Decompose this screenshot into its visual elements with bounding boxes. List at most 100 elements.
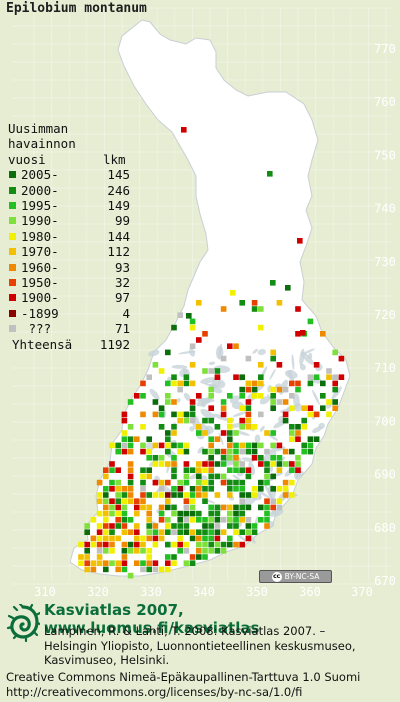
lake: [254, 434, 261, 444]
observation-square: [251, 523, 258, 529]
observation-square: [140, 467, 146, 473]
observation-square: [171, 541, 177, 548]
observation-square: [289, 436, 295, 442]
observation-square: [264, 479, 270, 486]
observation-square: [140, 442, 146, 449]
lake: [312, 389, 320, 405]
observation-square: [239, 374, 245, 380]
observation-square: [84, 566, 90, 573]
observation-square: [270, 355, 276, 362]
y-tick-label: 690: [374, 468, 396, 482]
observation-square: [233, 461, 239, 467]
kasviatlas-logo-icon: [6, 604, 40, 642]
observation-square: [196, 461, 202, 467]
y-tick-label: 670: [374, 574, 396, 588]
lake: [293, 393, 300, 408]
observation-square: [220, 473, 227, 480]
lake: [252, 348, 258, 354]
observation-square: [146, 467, 152, 473]
observation-square: [258, 374, 264, 380]
observation-square: [289, 380, 295, 387]
license-url-link[interactable]: http://creativecommons.org/licenses/by-n…: [6, 684, 303, 699]
observation-square: [146, 374, 152, 380]
observation-square: [233, 448, 239, 455]
observation-square: [208, 442, 214, 449]
observation-square: [307, 380, 314, 387]
observation-square: [115, 523, 121, 529]
observation-square: [177, 541, 183, 548]
citation-line-1: Lampinen, R. & Lahti, T. 2008: Kasviatla…: [44, 624, 326, 638]
lake: [274, 383, 282, 388]
observation-square: [115, 467, 121, 473]
observation-square: [264, 498, 270, 504]
observation-square: [258, 393, 264, 399]
observation-square: [307, 318, 314, 325]
observation-square: [220, 504, 227, 511]
observation-square: [152, 479, 159, 486]
observation-square: [307, 374, 314, 380]
observation-square: [202, 331, 208, 337]
observation-square: [127, 486, 134, 492]
observation-square: [103, 535, 109, 542]
observation-square: [109, 486, 115, 492]
observation-square: [127, 448, 134, 455]
footer-license: Creative Commons Nimeä-Epäkaupallinen-Ta…: [6, 670, 360, 699]
observation-square: [127, 473, 134, 480]
observation-square: [96, 529, 103, 535]
y-tick-label: 760: [374, 95, 396, 109]
legend-swatch: [9, 278, 16, 286]
observation-square: [239, 442, 245, 449]
observation-square: [189, 554, 196, 560]
observation-square: [177, 523, 183, 529]
observation-square: [158, 405, 165, 411]
observation-square: [140, 479, 146, 486]
observation-square: [189, 467, 196, 473]
observation-square: [183, 492, 190, 498]
legend-row-label: 1995-: [21, 198, 59, 213]
observation-square: [220, 455, 227, 461]
observation-square: [109, 510, 115, 517]
observation-square: [183, 380, 190, 387]
observation-square: [289, 461, 295, 467]
legend-row-label: 2000-: [21, 182, 59, 198]
y-tick-label: 750: [374, 148, 396, 162]
observation-square: [181, 127, 187, 133]
observation-square: [158, 424, 165, 430]
observation-square: [307, 442, 314, 449]
observation-square: [295, 430, 301, 436]
observation-square: [264, 473, 270, 480]
observation-square: [146, 566, 152, 573]
observation-square: [220, 461, 227, 467]
observation-square: [165, 399, 171, 405]
observation-square: [227, 430, 233, 436]
observation-square: [220, 541, 227, 548]
observation-square: [202, 529, 208, 535]
legend-total-label: Yhteensä: [12, 336, 73, 352]
observation-square: [152, 566, 159, 573]
observation-square: [127, 442, 134, 449]
y-tick-label: 770: [374, 42, 396, 56]
observation-square: [152, 541, 159, 548]
observation-square: [189, 411, 196, 418]
observation-square: [171, 411, 177, 418]
observation-square: [239, 417, 245, 424]
observation-square: [227, 448, 233, 455]
footer-title-link[interactable]: Kasviatlas 2007, www.luomus.fi/kasviatla…: [44, 601, 260, 637]
observation-square: [127, 541, 134, 548]
observation-square: [245, 529, 252, 535]
cc-license-badge[interactable]: cc BY-NC-SA: [259, 570, 332, 583]
observation-square: [165, 523, 171, 529]
observation-square: [196, 479, 202, 486]
observation-square: [251, 393, 258, 399]
observation-square: [78, 554, 84, 560]
observation-square: [177, 486, 183, 492]
observation-square: [158, 529, 165, 535]
legend-swatch: [9, 202, 16, 209]
observation-square: [183, 560, 190, 566]
legend-row-count: 32: [114, 274, 130, 290]
observation-square: [258, 306, 264, 312]
observation-square: [245, 467, 252, 473]
observation-square: [121, 554, 128, 560]
observation-square: [245, 492, 252, 498]
observation-square: [171, 374, 177, 380]
